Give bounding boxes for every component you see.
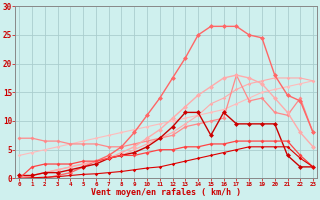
X-axis label: Vent moyen/en rafales ( km/h ): Vent moyen/en rafales ( km/h ) bbox=[91, 188, 241, 197]
